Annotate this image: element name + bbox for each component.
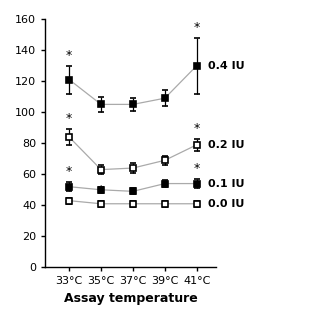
Text: *: * (66, 181, 72, 194)
X-axis label: Assay temperature: Assay temperature (64, 292, 197, 305)
Text: 0.4 IU: 0.4 IU (208, 60, 244, 71)
Text: *: * (194, 21, 200, 34)
Text: 0.0 IU: 0.0 IU (208, 199, 244, 209)
Text: *: * (66, 49, 72, 62)
Text: *: * (194, 162, 200, 175)
Text: 0.2 IU: 0.2 IU (208, 140, 244, 150)
Text: *: * (66, 165, 72, 178)
Text: 0.1 IU: 0.1 IU (208, 179, 244, 188)
Text: *: * (194, 122, 200, 135)
Text: *: * (66, 112, 72, 125)
Text: *: * (98, 184, 104, 197)
